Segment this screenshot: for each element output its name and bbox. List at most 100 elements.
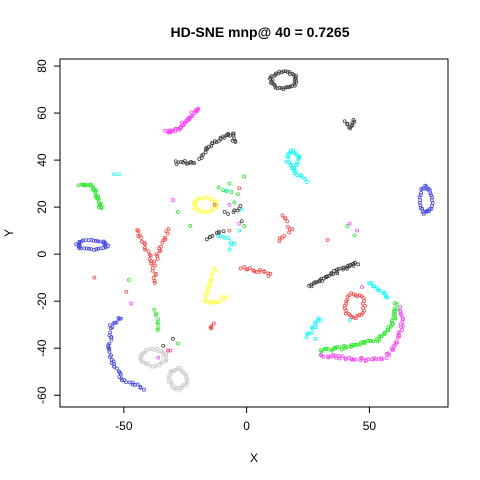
cluster-20-point	[117, 317, 122, 321]
cluster-9-point	[363, 359, 368, 363]
outlier-point	[242, 174, 247, 179]
cluster-28-point	[209, 324, 214, 329]
cluster-12-point	[388, 324, 393, 329]
cluster-18-point	[93, 238, 98, 243]
cluster-23-point	[150, 268, 155, 273]
outlier-point	[222, 209, 227, 214]
cluster-29-point	[157, 363, 162, 368]
cluster-14-point	[305, 180, 309, 185]
cluster-11-point	[153, 313, 158, 317]
outlier-point	[242, 224, 247, 228]
cluster-24-point	[155, 256, 160, 261]
cluster-20-point	[107, 347, 112, 352]
cluster-24-point	[157, 249, 162, 253]
cluster-9-point	[343, 357, 348, 362]
cluster-30-point	[184, 378, 189, 383]
cluster-1-point	[269, 80, 273, 85]
cluster-21-point	[201, 210, 206, 215]
cluster-13-point	[236, 192, 240, 197]
cluster-12-point	[325, 347, 330, 351]
cluster-7-point	[329, 271, 334, 275]
cluster-22-point	[210, 300, 215, 304]
cluster-16-point	[306, 331, 311, 336]
cluster-19-point	[420, 186, 425, 191]
cluster-7-point	[351, 263, 356, 268]
cluster-29-point	[150, 346, 155, 351]
outlier-point	[227, 247, 232, 252]
cluster-14-point	[292, 171, 297, 176]
cluster-3-point	[209, 144, 213, 149]
cluster-16-point	[316, 316, 321, 321]
cluster-13-point	[229, 190, 234, 195]
cluster-9-point	[395, 340, 399, 345]
cluster-21-point	[206, 195, 211, 200]
cluster-14-point	[298, 173, 303, 178]
outlier-point	[124, 289, 129, 294]
cluster-15-point	[367, 281, 372, 286]
cluster-12-point	[339, 347, 344, 352]
cluster-10-point	[93, 189, 98, 194]
cluster-9-point	[386, 351, 390, 356]
cluster-1-point	[276, 71, 281, 76]
cluster-29-point	[148, 364, 153, 369]
cluster-26-point	[290, 227, 295, 232]
cluster-14-point	[285, 159, 289, 164]
outlier-point	[237, 186, 242, 191]
cluster-10-point	[99, 206, 104, 211]
outlier-point	[325, 238, 330, 242]
y-tick-label: 80	[35, 59, 49, 73]
cluster-3-point	[199, 156, 204, 160]
cluster-4-point	[182, 159, 187, 163]
cluster-19-point	[419, 190, 423, 195]
cluster-13-point	[216, 185, 221, 190]
cluster-1-point	[283, 69, 288, 74]
cluster-20-point	[142, 387, 146, 392]
cluster-11-point	[155, 320, 160, 325]
cluster-9-point	[401, 317, 405, 322]
outlier-point	[239, 207, 244, 212]
cluster-2-point	[352, 119, 357, 124]
cluster-9-point	[397, 329, 402, 334]
cluster-12-point	[344, 344, 349, 349]
cluster-25-point	[248, 266, 252, 271]
cluster-19-point	[419, 187, 424, 191]
cluster-21-point	[199, 196, 204, 200]
cluster-23-point	[153, 272, 158, 277]
outlier-point	[225, 188, 229, 193]
cluster-15-point	[372, 284, 377, 289]
cluster-1-point	[293, 75, 298, 80]
cluster-5-point	[232, 208, 237, 213]
cluster-14-point	[294, 162, 299, 167]
cluster-29-point	[150, 364, 155, 369]
cluster-1-point	[294, 73, 298, 78]
cluster-21-point	[208, 209, 213, 214]
cluster-29-point	[164, 358, 169, 363]
cluster-9-point	[398, 309, 403, 314]
cluster-20-point	[124, 380, 128, 385]
cluster-13-point	[221, 188, 225, 192]
cluster-9-point	[380, 357, 385, 362]
cluster-18-point	[78, 246, 83, 251]
outlier-point	[188, 224, 193, 228]
outlier-point	[237, 221, 242, 226]
cluster-23-point	[149, 261, 154, 266]
cluster-20-point	[108, 326, 113, 331]
outlier-point	[156, 355, 161, 360]
cluster-30-point	[169, 384, 174, 389]
outlier-point	[166, 348, 170, 353]
cluster-7-point	[353, 260, 357, 265]
cluster-16-point	[313, 322, 318, 326]
cluster-16-point	[310, 325, 315, 330]
cluster-27-point	[349, 315, 354, 319]
y-axis-label: Y	[2, 229, 16, 237]
cluster-30-point	[172, 387, 177, 391]
cluster-11-point	[156, 326, 160, 331]
cluster-12-point	[390, 320, 394, 325]
cluster-3-point	[216, 139, 221, 143]
cluster-16-point	[304, 335, 309, 340]
cluster-20-point	[114, 320, 119, 325]
cluster-11-point	[154, 311, 158, 316]
cluster-25-point	[257, 269, 262, 274]
cluster-20-point	[119, 376, 124, 381]
cluster-25-point	[258, 268, 262, 272]
